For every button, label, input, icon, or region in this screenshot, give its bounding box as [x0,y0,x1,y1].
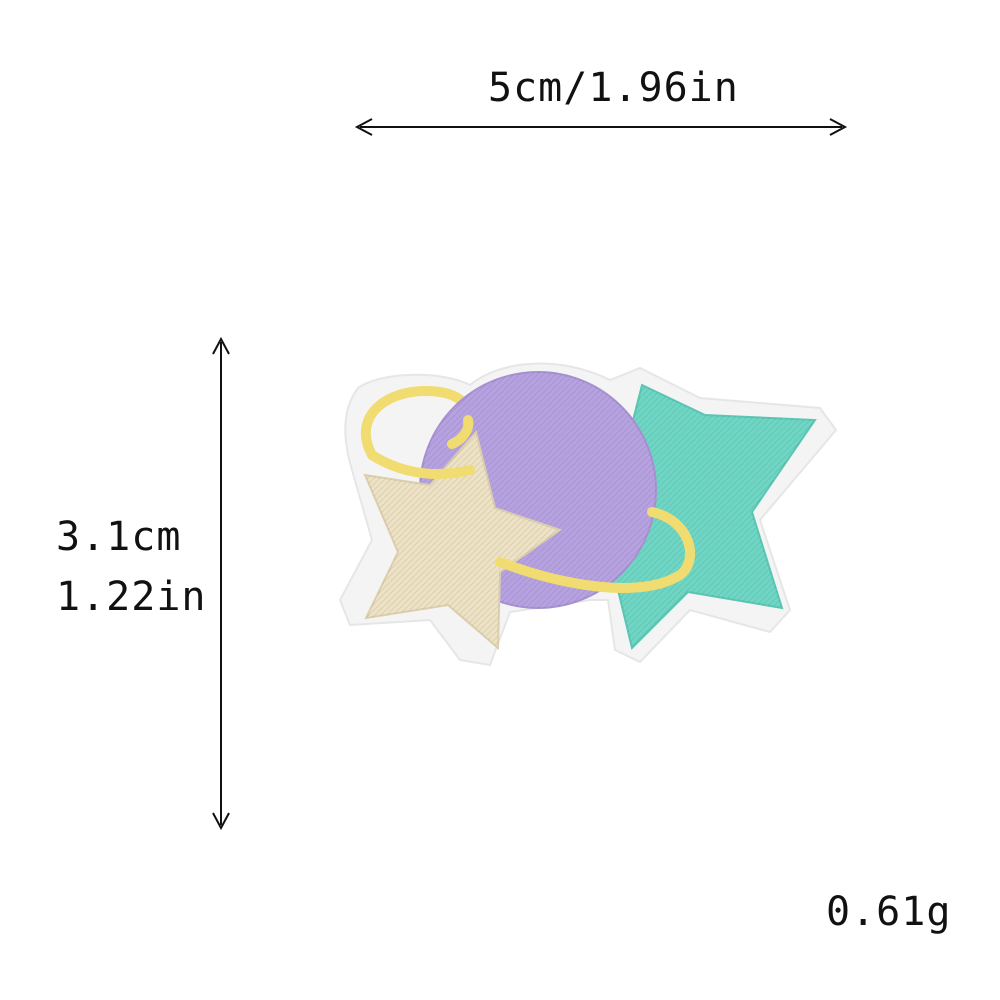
height-arrow [212,336,230,831]
weight-label: 0.61g [826,889,952,935]
ring-icon [367,415,696,593]
embroidered-patch [338,362,838,667]
width-arrow [354,118,848,136]
width-dimension-label: 5cm/1.96in [488,65,739,111]
height-cm-label: 3.1cm [56,514,182,560]
height-in-label: 1.22in [56,574,207,620]
